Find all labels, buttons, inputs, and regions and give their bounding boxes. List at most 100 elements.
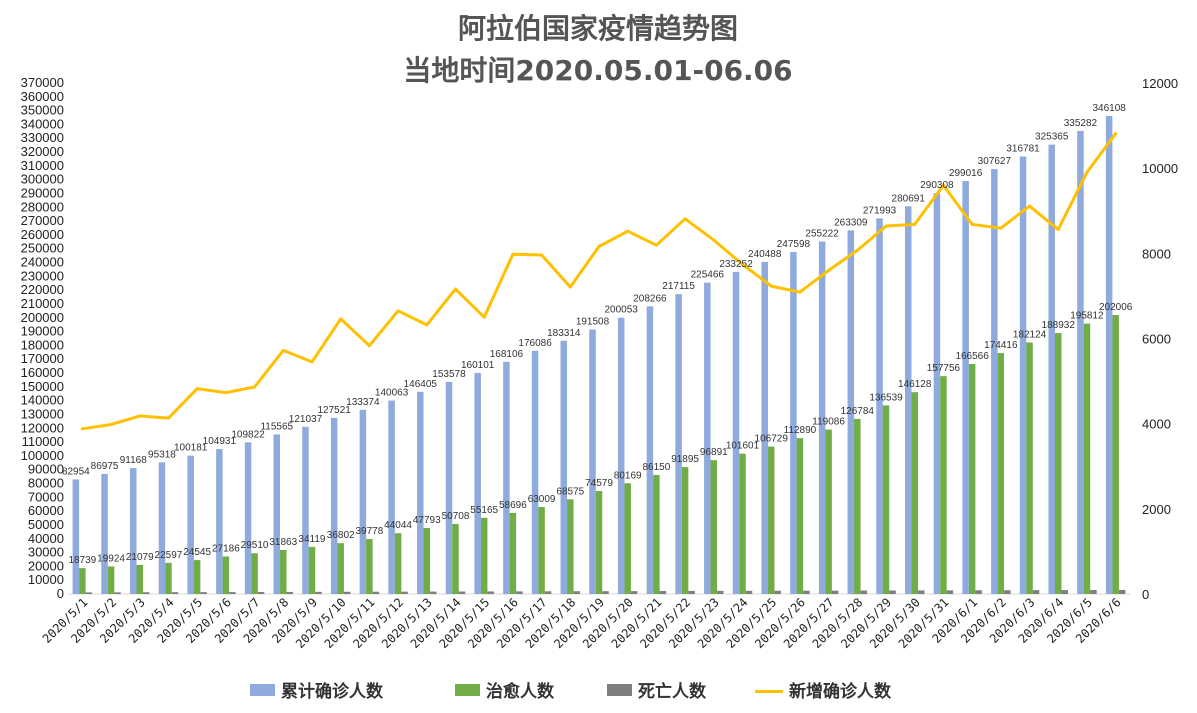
bar-死亡人数-2020/5/20 — [630, 591, 638, 594]
data-label: 18739 — [68, 555, 96, 566]
data-label: 95318 — [148, 449, 176, 460]
data-label: 74579 — [585, 478, 613, 489]
bar-死亡人数-2020/5/18 — [573, 591, 581, 594]
bar-累计确诊人数-2020/5/1 — [72, 479, 80, 594]
line-point-2020/5/20 — [626, 229, 630, 233]
data-label: 31863 — [269, 537, 297, 548]
bar-累计确诊人数-2020/5/24 — [732, 271, 740, 594]
bars — [72, 115, 1126, 595]
y-left-tick-label: 290000 — [21, 185, 64, 200]
y-left-tick-label: 120000 — [21, 420, 64, 435]
y-left-tick-label: 260000 — [21, 227, 64, 242]
bar-死亡人数-2020/5/8 — [286, 591, 294, 594]
bar-死亡人数-2020/5/19 — [602, 591, 609, 594]
data-label: 58696 — [499, 500, 527, 511]
bar-累计确诊人数-2020/5/29 — [876, 218, 883, 595]
bar-死亡人数-2020/5/22 — [688, 590, 695, 594]
y-left-tick-label: 130000 — [21, 406, 64, 421]
y-left-tick-label: 50000 — [28, 517, 64, 532]
data-label: 55165 — [470, 505, 498, 516]
data-label: 80169 — [614, 470, 642, 481]
y-left-tick-label: 230000 — [21, 268, 64, 283]
data-label: 106729 — [755, 434, 789, 445]
data-label: 68575 — [556, 486, 584, 497]
bar-治愈人数-2020/6/1 — [968, 363, 976, 594]
y-left-tick-label: 190000 — [21, 324, 64, 339]
bar-累计确诊人数-2020/5/21 — [646, 306, 654, 594]
data-label: 101601 — [726, 441, 760, 452]
bar-累计确诊人数-2020/5/9 — [302, 426, 309, 594]
chart-title: 阿拉伯国家疫情趋势图 — [458, 12, 738, 45]
data-label: 47793 — [413, 515, 441, 526]
bar-累计确诊人数-2020/5/22 — [675, 294, 682, 594]
bar-死亡人数-2020/5/31 — [946, 590, 954, 594]
y-left-tick-label: 40000 — [28, 531, 64, 546]
bar-治愈人数-2020/5/9 — [308, 546, 316, 594]
bar-死亡人数-2020/6/4 — [1061, 590, 1068, 594]
bar-治愈人数-2020/5/30 — [911, 392, 918, 594]
data-label: 271993 — [863, 205, 897, 216]
bar-治愈人数-2020/6/6 — [1112, 315, 1119, 594]
line-point-2020/5/15 — [482, 315, 486, 319]
legend-label-累计确诊人数: 累计确诊人数 — [281, 681, 384, 702]
y-left-tick-label: 160000 — [21, 365, 64, 380]
y-left-tick-label: 10000 — [28, 572, 64, 587]
bar-累计确诊人数-2020/6/3 — [1019, 156, 1027, 594]
bar-累计确诊人数-2020/6/6 — [1105, 115, 1113, 594]
legend: 累计确诊人数 治愈人数 死亡人数 新增确诊人数 — [250, 681, 892, 702]
line-point-2020/5/25 — [769, 284, 773, 288]
y-left-tick-label: 200000 — [21, 310, 64, 325]
data-label: 168106 — [490, 349, 524, 360]
data-label: 290308 — [920, 180, 954, 191]
bar-治愈人数-2020/5/6 — [222, 556, 230, 594]
bar-死亡人数-2020/5/15 — [487, 591, 494, 594]
y-left-tick-label: 180000 — [21, 337, 64, 352]
line-point-2020/6/1 — [970, 222, 974, 226]
bar-死亡人数-2020/5/9 — [315, 591, 322, 594]
y-left-tick-label: 300000 — [21, 172, 64, 187]
bar-治愈人数-2020/5/10 — [337, 543, 344, 594]
y-right-tick-label: 0 — [1142, 587, 1149, 602]
bar-治愈人数-2020/5/2 — [107, 566, 115, 594]
bar-治愈人数-2020/5/16 — [509, 512, 517, 594]
legend-label-死亡人数: 死亡人数 — [638, 681, 707, 702]
line-point-2020/5/6 — [224, 391, 228, 395]
bar-死亡人数-2020/5/25 — [774, 590, 781, 594]
data-label: 86975 — [91, 461, 119, 472]
data-label: 91895 — [671, 454, 699, 465]
y-left-tick-label: 140000 — [21, 393, 64, 408]
bar-累计确诊人数-2020/5/16 — [503, 361, 510, 594]
bar-死亡人数-2020/5/28 — [860, 590, 868, 594]
data-label: 63009 — [528, 494, 556, 505]
bar-死亡人数-2020/5/26 — [803, 590, 810, 594]
bar-累计确诊人数-2020/5/28 — [847, 230, 855, 594]
y-left-tick-label: 250000 — [21, 241, 64, 256]
y-left-tick-label: 90000 — [28, 462, 64, 477]
y-left-tick-label: 220000 — [21, 282, 64, 297]
bar-累计确诊人数-2020/5/18 — [560, 340, 568, 594]
line-point-2020/5/26 — [798, 290, 802, 294]
line-point-2020/5/24 — [741, 262, 745, 266]
bar-累计确诊人数-2020/5/12 — [388, 400, 395, 594]
data-label: 335282 — [1064, 118, 1098, 129]
data-label: 174416 — [984, 340, 1018, 351]
data-label: 307627 — [978, 156, 1012, 167]
line-point-2020/5/11 — [367, 344, 371, 348]
bar-死亡人数-2020/5/7 — [257, 591, 265, 594]
bar-死亡人数-2020/6/6 — [1118, 589, 1126, 594]
bar-累计确诊人数-2020/5/23 — [704, 282, 711, 594]
y-left-tick-label: 70000 — [28, 489, 64, 504]
y-left-tick-label: 150000 — [21, 379, 64, 394]
bar-治愈人数-2020/5/23 — [710, 460, 718, 594]
data-label: 21079 — [126, 552, 154, 563]
bar-死亡人数-2020/5/23 — [717, 590, 724, 594]
bar-治愈人数-2020/5/21 — [653, 475, 660, 594]
y-left-tick-label: 110000 — [22, 434, 64, 449]
data-label: 19924 — [97, 553, 125, 564]
data-label: 140063 — [375, 388, 409, 399]
data-label: 22597 — [155, 550, 183, 561]
data-label: 208266 — [633, 293, 667, 304]
bar-死亡人数-2020/6/1 — [975, 590, 982, 594]
bar-累计确诊人数-2020/5/6 — [216, 449, 223, 594]
